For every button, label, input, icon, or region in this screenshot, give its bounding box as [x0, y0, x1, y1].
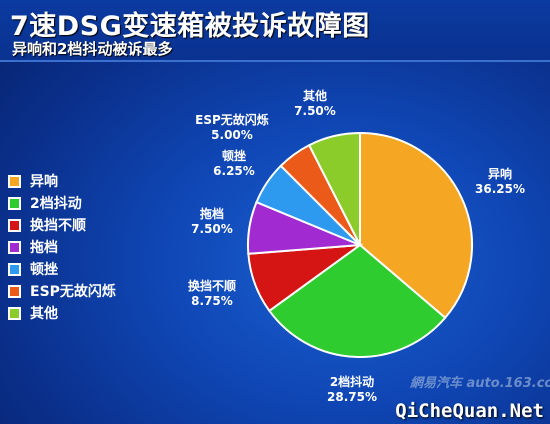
legend-label: 其他: [30, 306, 58, 322]
legend-swatch: [8, 306, 21, 320]
legend-item: 顿挫: [8, 258, 116, 280]
legend-label: ESP无故闪烁: [30, 284, 116, 300]
slice-value-label: 7.50%: [294, 104, 336, 118]
slice-value-label: 28.75%: [327, 390, 377, 404]
legend-swatch: [8, 196, 21, 210]
legend-label: 异响: [30, 174, 58, 190]
legend-swatch: [8, 174, 21, 188]
legend-label: 顿挫: [30, 262, 58, 278]
legend-item: 2档抖动: [8, 192, 116, 214]
chart-subtitle: 异响和2档抖动被诉最多: [12, 40, 173, 58]
legend-label: 换挡不顺: [30, 218, 86, 234]
slice-value-label: 6.25%: [213, 164, 255, 178]
legend-item: 异响: [8, 170, 116, 192]
watermark: 網易汽车 auto.163.com: [410, 376, 550, 391]
title-bar: [0, 0, 550, 60]
pie-slice: [359, 131, 473, 320]
pie-slice: [307, 131, 361, 246]
slice-label: 2档抖动: [330, 374, 374, 389]
legend-swatch: [8, 262, 21, 276]
slice-label: 异响: [488, 166, 512, 181]
slice-value-label: 5.00%: [211, 128, 253, 142]
chart-title: 7速DSG变速箱被投诉故障图: [10, 11, 370, 42]
slice-value-label: 7.50%: [191, 222, 233, 236]
legend-swatch: [8, 240, 21, 254]
legend-item: 其他: [8, 302, 116, 324]
slice-label: 顿挫: [222, 148, 246, 163]
legend-item: 拖档: [8, 236, 116, 258]
slice-value-label: 36.25%: [475, 182, 525, 196]
pie-slice: [267, 243, 447, 358]
slice-value-label: 8.75%: [191, 294, 233, 308]
legend-label: 2档抖动: [30, 196, 82, 212]
legend-label: 拖档: [30, 240, 58, 256]
slice-label: 其他: [303, 88, 327, 103]
legend-swatch: [8, 284, 21, 298]
slice-label: ESP无故闪烁: [195, 112, 269, 127]
title-divider: [0, 60, 550, 62]
slice-label: 拖档: [200, 206, 224, 221]
legend-item: 换挡不顺: [8, 214, 116, 236]
legend-item: ESP无故闪烁: [8, 280, 116, 302]
site-footer: QiCheQuan.Net: [395, 400, 544, 422]
legend-swatch: [8, 218, 21, 232]
chart-legend: 异响 2档抖动换挡不顺拖档顿挫 ESP无故闪烁 其他: [8, 170, 116, 324]
slice-label: 换挡不顺: [188, 278, 236, 293]
